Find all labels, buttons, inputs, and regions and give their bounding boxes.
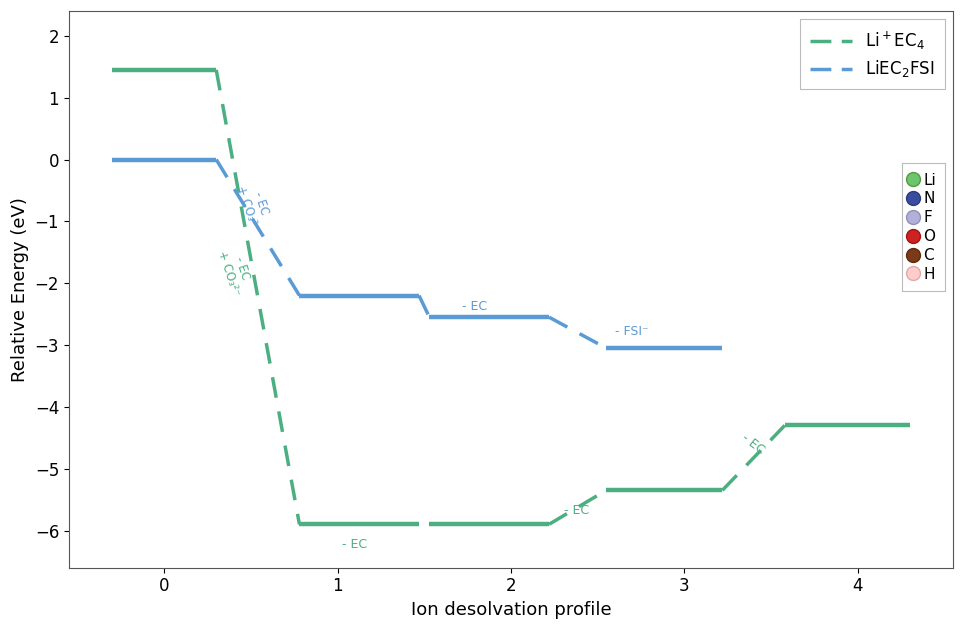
X-axis label: Ion desolvation profile: Ion desolvation profile [411, 601, 611, 619]
Text: - EC: - EC [564, 504, 589, 517]
Text: - EC: - EC [739, 432, 767, 457]
Legend: Li, N, F, O, C, H: Li, N, F, O, C, H [902, 163, 946, 291]
Text: - EC
+ CO₃²⁻: - EC + CO₃²⁻ [234, 180, 275, 232]
Text: - FSI⁻: - FSI⁻ [615, 324, 649, 338]
Text: - EC: - EC [463, 300, 488, 313]
Text: - EC
+ CO₃²⁻: - EC + CO₃²⁻ [215, 244, 255, 297]
Y-axis label: Relative Energy (eV): Relative Energy (eV) [12, 197, 29, 382]
Text: - EC: - EC [342, 538, 367, 551]
